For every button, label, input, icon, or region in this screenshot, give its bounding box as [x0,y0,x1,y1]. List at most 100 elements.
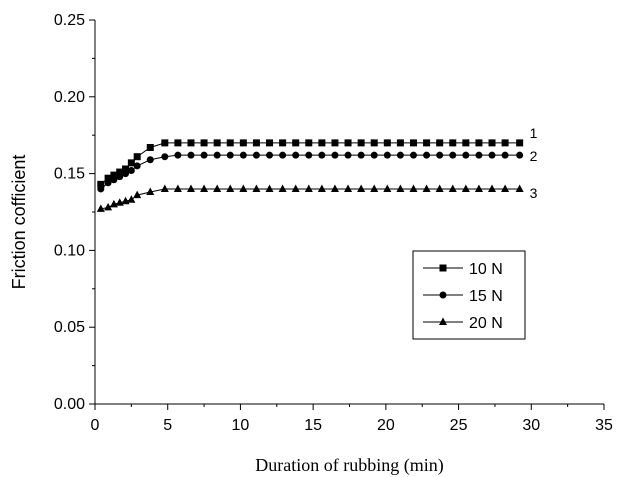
x-tick-label: 5 [163,417,172,434]
data-point [161,153,169,161]
legend-label: 20 N [469,315,503,332]
data-point [318,151,326,159]
data-point [239,151,247,159]
data-point [133,190,142,199]
data-point [116,173,124,181]
data-point [96,204,105,212]
data-point [200,184,209,192]
data-point [279,139,287,147]
plot-frame [94,20,604,405]
data-point [252,139,260,147]
data-point [104,202,113,211]
data-point [200,151,208,159]
data-point [475,151,483,159]
data-point [187,151,195,159]
data-point [488,184,497,192]
data-point [133,162,141,170]
legend-item: 20 N [423,315,503,332]
data-point [200,139,208,147]
data-point [449,151,457,159]
data-point [474,184,483,192]
curve-labels: 1 2 3 [530,125,538,201]
data-point [161,139,169,147]
data-point [146,187,155,196]
y-tick-label: 0.05 [54,319,85,336]
data-point [396,139,404,147]
data-point [331,139,339,147]
data-point [423,139,431,147]
data-point [516,139,524,147]
data-point [409,184,418,192]
data-point [122,165,130,173]
x-tick-label: 15 [304,417,322,434]
data-point [116,168,124,176]
data-point [383,139,391,147]
data-point [344,184,353,192]
data-point [265,184,274,192]
legend-label: 15 N [469,288,503,305]
data-point [278,184,287,192]
data-point [173,184,182,192]
x-tick-label: 35 [595,417,613,434]
data-point [357,151,365,159]
data-point [226,139,234,147]
data-point [344,139,352,147]
data-point [252,184,261,192]
data-point [292,139,300,147]
x-tick-label: 20 [377,417,395,434]
data-point [344,151,352,159]
series-10n [97,139,524,188]
data-point [383,151,391,159]
legend-label: 10 N [469,261,503,278]
data-point [127,167,135,175]
y-axis-title: Friction cofficient [9,155,29,290]
data-point [475,139,483,147]
data-point [488,151,496,159]
data-point [317,184,326,192]
x-tick-label: 25 [450,417,468,434]
legend-marker [439,317,447,325]
data-point [423,151,431,159]
data-point [226,151,234,159]
data-point [370,151,378,159]
data-point [97,185,105,193]
data-point [213,139,221,147]
data-point [213,184,222,192]
curve-label: 3 [530,185,538,201]
data-point [449,139,457,147]
data-point [146,143,154,151]
data-point [370,139,378,147]
data-point [291,184,300,192]
legend-item: 15 N [423,288,503,305]
data-point [110,176,118,184]
data-point [127,195,136,203]
data-point [383,184,392,192]
series-line [100,154,520,190]
y-axis-ticks: 0.00 0.05 0.10 0.15 0.20 0.25 [54,12,95,413]
data-point [279,151,287,159]
data-point [239,184,248,192]
data-point [252,151,260,159]
data-point [462,139,470,147]
data-point [127,159,135,167]
data-point [146,156,154,164]
legend-marker [439,264,447,272]
data-point [305,151,313,159]
data-point [516,151,524,159]
data-point [396,151,404,159]
data-point [436,139,444,147]
data-point [110,171,118,179]
data-point [122,170,130,178]
data-point [501,151,509,159]
data-point [357,139,365,147]
y-tick-label: 0.25 [54,12,85,29]
data-point [461,184,470,192]
data-point [436,151,444,159]
y-tick-label: 0.15 [54,166,85,183]
legend-marker [439,291,447,299]
legend: 10 N 15 N 20 N [412,250,526,340]
data-point [97,180,105,188]
data-point [501,139,509,147]
y-tick-label: 0.10 [54,242,85,259]
series-15n [97,151,524,193]
